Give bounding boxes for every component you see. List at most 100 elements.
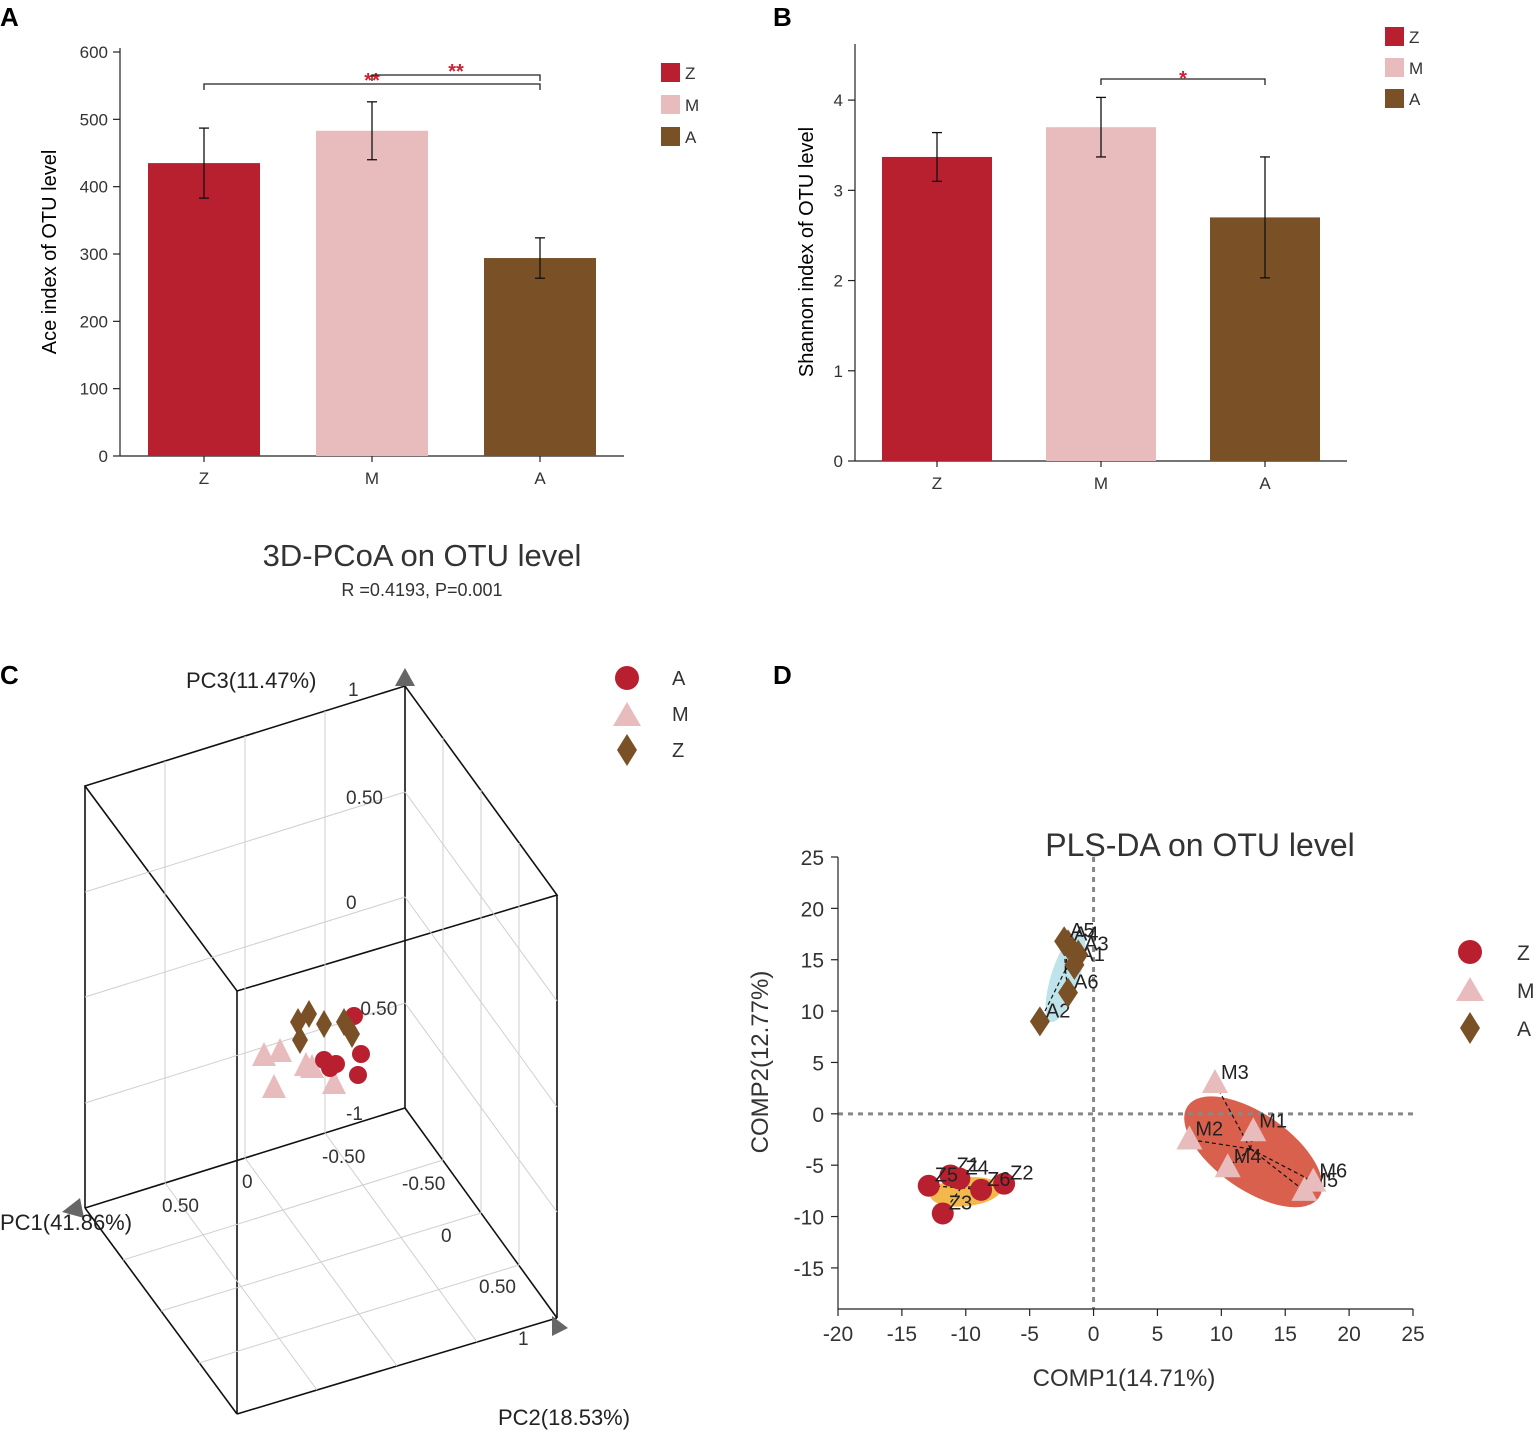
centroid-spoke <box>1189 1138 1251 1150</box>
legend-marker-a <box>615 666 639 690</box>
plsda-point-z <box>931 1202 954 1225</box>
plsda-point-m <box>1300 1167 1327 1192</box>
plsda-point-label: M2 <box>1195 1119 1223 1141</box>
legend-label: A <box>685 128 697 147</box>
legend-label: Z <box>672 740 684 762</box>
centroid-spoke <box>1064 969 1069 993</box>
pcoa-legend: A M Z <box>613 666 689 766</box>
legend-label: Z <box>1409 28 1419 47</box>
y-tick-label: 2 <box>834 272 843 291</box>
pcoa-point-z <box>316 1010 332 1038</box>
pc2-axis-label: PC2(18.53%) <box>498 1405 630 1430</box>
plsda-point-label: Z2 <box>1010 1163 1033 1185</box>
legend-swatch-m <box>661 95 680 114</box>
x-tick-label: 20 <box>1337 1323 1360 1346</box>
centroid-spoke <box>928 1185 962 1189</box>
pcoa-3d-box <box>83 685 559 1415</box>
bar-z <box>148 163 260 456</box>
x-tick-label: -5 <box>1020 1323 1039 1346</box>
x-tick-label: -20 <box>823 1323 853 1346</box>
centroid-spoke <box>1250 1148 1314 1183</box>
x-tick-label: A <box>534 469 546 488</box>
panel-d-ylabel: COMP2(12.77%) <box>747 971 774 1154</box>
legend-marker-z <box>1458 940 1482 964</box>
plsda-point-z <box>917 1174 940 1197</box>
plsda-point-m <box>1214 1153 1241 1178</box>
pcoa-tick-label: -0.50 <box>402 1174 445 1195</box>
legend-swatch-z <box>1385 27 1404 46</box>
legend-swatch-z <box>661 63 680 82</box>
pcoa-point-a <box>349 1066 367 1084</box>
legend-marker-m <box>1456 977 1484 1001</box>
plsda-point-label: Z6 <box>987 1169 1010 1191</box>
bar-a <box>484 258 596 456</box>
plsda-point-m <box>1201 1069 1228 1093</box>
plsda-point-label: Z4 <box>965 1158 988 1180</box>
centroid-spoke <box>1039 969 1066 1022</box>
pcoa-point-a <box>321 1059 339 1077</box>
plsda-point-z <box>948 1167 971 1190</box>
x-tick-label: M <box>1094 474 1108 493</box>
pcoa-box-top <box>83 685 559 992</box>
y-tick-label: 15 <box>801 950 824 973</box>
y-tick-label: 5 <box>812 1052 824 1075</box>
pcoa-tick-label: 0 <box>346 893 357 914</box>
pc3-arrow-icon <box>395 668 415 686</box>
y-tick-label: 0 <box>812 1104 824 1127</box>
pc2-arrow-icon <box>552 1316 568 1336</box>
panel-d-letter: D <box>773 660 792 690</box>
x-tick-label: 15 <box>1274 1323 1297 1346</box>
significance-bracket <box>203 83 541 90</box>
significance-label: * <box>1179 68 1187 90</box>
centroid-spoke <box>1214 1082 1252 1150</box>
panel-c-letter: C <box>0 660 19 690</box>
pc1-axis-label: PC1(41.86%) <box>0 1210 132 1235</box>
y-tick-label: -15 <box>794 1258 824 1281</box>
pcoa-point-z <box>292 1026 308 1054</box>
plsda-point-label: Z3 <box>949 1192 972 1214</box>
pc3-axis-label: PC3(11.47%) <box>186 668 316 693</box>
plsda-point-label: A6 <box>1074 972 1098 994</box>
centroid-spoke <box>942 1187 962 1214</box>
plsda-point-label: A4 <box>1074 923 1098 945</box>
y-tick-label: -10 <box>794 1207 824 1230</box>
legend-label: M <box>685 96 699 115</box>
bar-z <box>882 156 992 461</box>
panel-c-subtitle: R =0.4193, P=0.001 <box>341 580 502 600</box>
y-tick-label: 10 <box>801 1001 824 1024</box>
pcoa-tick-label: -0.50 <box>354 999 397 1020</box>
plsda-point-label: M4 <box>1234 1146 1262 1168</box>
legend-label: A <box>1409 90 1421 109</box>
y-tick-label: 300 <box>80 245 108 264</box>
x-tick-label: 0 <box>1088 1323 1100 1346</box>
plsda-point-m <box>1240 1117 1267 1142</box>
pcoa-tick-label: 0.50 <box>162 1196 199 1217</box>
x-tick-label: A <box>1259 474 1271 493</box>
plsda-point-label: M3 <box>1221 1062 1249 1084</box>
legend-label: M <box>1409 59 1423 78</box>
x-tick-label: Z <box>932 474 942 493</box>
bar-m <box>1046 127 1156 461</box>
panel-b-ylabel: Shannon index of OTU level <box>796 127 818 377</box>
plsda-point-m <box>1176 1125 1203 1150</box>
x-tick-label: 25 <box>1401 1323 1424 1346</box>
pc1-arrow-icon <box>62 1198 84 1218</box>
panel-c: C 3D-PCoA on OTU level R =0.4193, P=0.00… <box>0 538 689 1430</box>
y-tick-label: 1 <box>834 362 843 381</box>
x-tick-label: -10 <box>951 1323 981 1346</box>
legend-label: A <box>672 668 686 690</box>
x-tick-label: Z <box>199 469 209 488</box>
pcoa-tick-label: -1 <box>346 1104 363 1125</box>
x-tick-label: 10 <box>1210 1323 1233 1346</box>
y-tick-label: 4 <box>834 91 843 110</box>
y-tick-label: 100 <box>80 380 108 399</box>
plsda-point-label: A2 <box>1046 1000 1070 1022</box>
pcoa-tick-label: 1 <box>348 680 359 701</box>
y-tick-label: 0 <box>834 452 843 471</box>
plsda-point-a <box>1054 926 1075 957</box>
y-tick-label: -5 <box>805 1155 824 1178</box>
pcoa-tick-label: -0.50 <box>322 1147 365 1168</box>
plsda-point-label: A1 <box>1080 944 1104 966</box>
legend-label: Z <box>1517 942 1530 965</box>
